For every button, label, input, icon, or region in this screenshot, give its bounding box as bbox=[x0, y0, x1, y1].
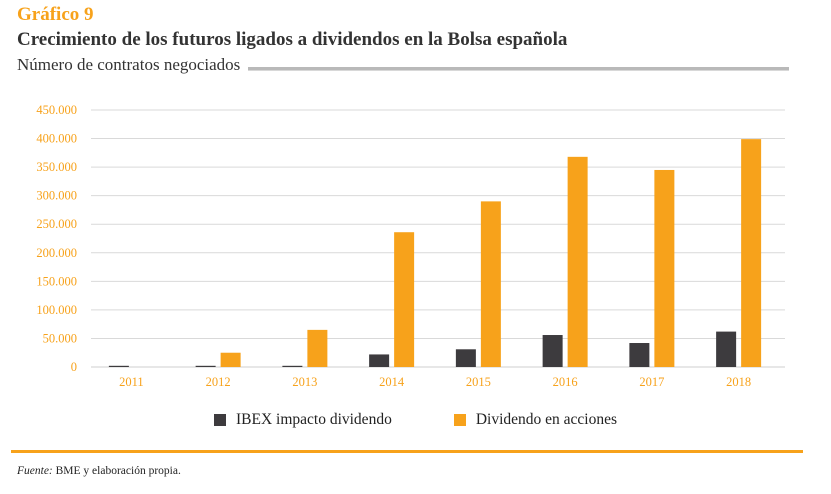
y-tick-label: 150.000 bbox=[36, 274, 77, 288]
y-tick-label: 250.000 bbox=[36, 217, 77, 231]
subtitle-divider bbox=[248, 66, 790, 71]
x-axis-ticks: 2011 2012 2013 2014 2015 2016 2017 2018 bbox=[119, 375, 751, 389]
bar-ibex bbox=[369, 354, 390, 367]
y-axis-ticks: 0 50.000 100.000 150.000 200.000 250.000 300.0… bbox=[36, 103, 77, 374]
legend-label-acciones: Dividendo en acciones bbox=[475, 411, 618, 428]
x-tick-label: 2015 bbox=[466, 375, 491, 389]
x-tick-label: 2016 bbox=[553, 375, 578, 389]
bar-ibex bbox=[629, 343, 650, 367]
gridlines bbox=[91, 109, 785, 368]
subtitle-row: Número de contratos negociados bbox=[17, 55, 790, 75]
bars bbox=[108, 139, 762, 367]
x-tick-label: 2012 bbox=[206, 375, 231, 389]
bar-acciones bbox=[220, 352, 241, 367]
bar-acciones bbox=[480, 201, 501, 367]
y-tick-label: 100.000 bbox=[36, 303, 77, 317]
bar-acciones bbox=[654, 169, 675, 367]
legend: IBEX impacto dividendo Dividendo en acci… bbox=[0, 411, 831, 429]
legend-label-ibex: IBEX impacto dividendo bbox=[235, 411, 392, 428]
legend-item-acciones: Dividendo en acciones bbox=[453, 411, 618, 429]
y-tick-label: 50.000 bbox=[43, 331, 77, 345]
bar-ibex bbox=[455, 349, 476, 367]
y-tick-label: 0 bbox=[71, 360, 77, 374]
y-tick-label: 450.000 bbox=[36, 103, 77, 117]
chart-subtitle: Número de contratos negociados bbox=[17, 55, 241, 74]
y-tick-label: 350.000 bbox=[36, 160, 77, 174]
bar-ibex bbox=[195, 365, 216, 367]
x-tick-label: 2013 bbox=[292, 375, 317, 389]
source-text: BME y elaboración propia. bbox=[52, 465, 181, 477]
chart-title: Crecimiento de los futuros ligados a div… bbox=[17, 29, 568, 50]
bar-ibex bbox=[282, 365, 303, 367]
bar-ibex bbox=[108, 365, 129, 367]
bar-ibex bbox=[542, 335, 563, 367]
bar-acciones bbox=[394, 232, 415, 367]
legend-swatch-acciones bbox=[453, 414, 466, 426]
bar-acciones bbox=[741, 139, 762, 367]
x-tick-label: 2018 bbox=[726, 375, 751, 389]
bar-acciones bbox=[307, 329, 328, 367]
bar-ibex bbox=[716, 331, 737, 367]
bottom-divider bbox=[11, 450, 803, 453]
y-tick-label: 300.000 bbox=[36, 189, 77, 203]
chart-number: Gráfico 9 bbox=[17, 4, 94, 25]
bar-chart: 0 50.000 100.000 150.000 200.000 250.000 300.0… bbox=[36, 103, 785, 389]
source-note: Fuente: BME y elaboración propia. bbox=[17, 465, 181, 477]
x-tick-label: 2017 bbox=[639, 375, 664, 389]
legend-item-ibex: IBEX impacto dividendo bbox=[213, 411, 392, 429]
source-label: Fuente: bbox=[17, 465, 53, 477]
legend-swatch-ibex bbox=[213, 414, 226, 426]
bar-acciones bbox=[567, 156, 588, 367]
y-tick-label: 400.000 bbox=[36, 132, 77, 146]
x-tick-label: 2011 bbox=[119, 375, 144, 389]
y-tick-label: 200.000 bbox=[36, 246, 77, 260]
x-tick-label: 2014 bbox=[379, 375, 405, 389]
